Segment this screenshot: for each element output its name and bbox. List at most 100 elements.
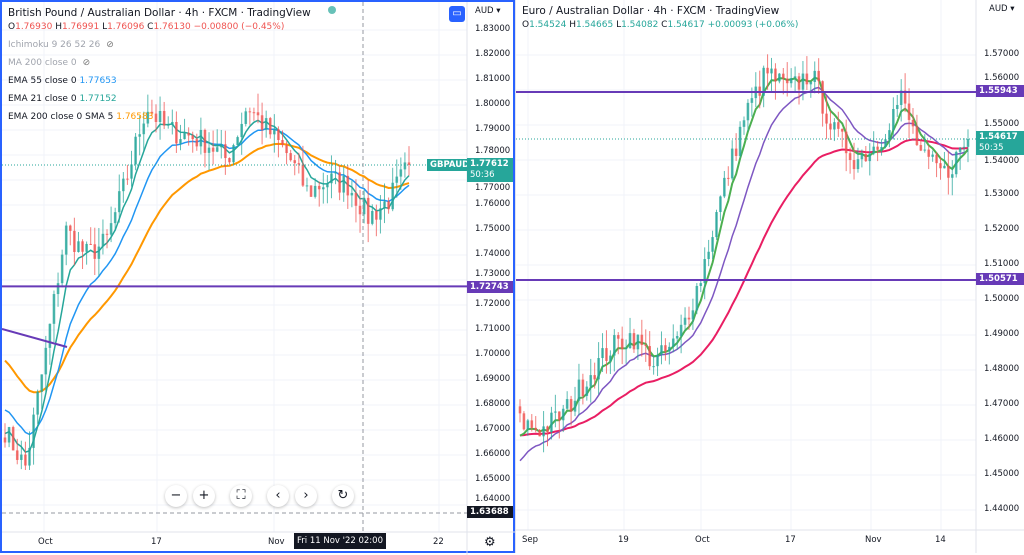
- chart-title: British Pound / Australian Dollar · 4h ·…: [8, 7, 311, 19]
- candle-up: [232, 145, 235, 163]
- price-tick-label: 1.80000: [475, 99, 511, 109]
- candle-down: [224, 144, 227, 159]
- crosshair-time-tag: Fri 11 Nov '22 02:00: [294, 533, 386, 549]
- high-value: 1.76991: [61, 22, 100, 32]
- time-tick-label: 17: [151, 537, 162, 547]
- time-tick-label: Nov: [268, 537, 285, 547]
- change-value: −0.00800 (−0.45%): [193, 22, 285, 32]
- candle-up: [77, 241, 80, 253]
- candle-up: [746, 102, 750, 121]
- time-tick-label: Sep: [522, 535, 539, 545]
- indicator-label: MA 200 close 0: [8, 58, 77, 68]
- price-tick-label: 1.75000: [475, 224, 511, 234]
- candle-up: [342, 175, 346, 193]
- fullscreen-button[interactable]: ⛶: [230, 485, 252, 507]
- candle-up: [326, 183, 329, 188]
- candle-up: [703, 259, 707, 284]
- candle-up: [362, 197, 366, 215]
- candle-up: [742, 120, 746, 127]
- zoom-out-button[interactable]: −: [165, 485, 187, 507]
- indicator-label: EMA 55 close 0: [8, 76, 77, 86]
- candle-up: [628, 333, 632, 349]
- indicator-ema21[interactable]: EMA 21 close 0 1.77152: [8, 94, 311, 104]
- candle-down: [907, 103, 911, 120]
- candle-down: [538, 429, 541, 437]
- candle-down: [297, 163, 301, 165]
- eye-hidden-icon[interactable]: ⊘: [106, 40, 114, 50]
- layout-sync-icon[interactable]: ▭: [449, 6, 465, 22]
- candle-up: [44, 347, 48, 375]
- candle-up: [691, 310, 695, 320]
- gbpaud-chart-canvas[interactable]: [2, 2, 515, 555]
- candle-down: [358, 205, 362, 215]
- indicator-label: Ichimoku 9 26 52 26: [8, 40, 101, 50]
- candle-up: [750, 98, 754, 103]
- candle-up: [64, 225, 68, 255]
- indicator-ichimoku[interactable]: Ichimoku 9 26 52 26 ⊘: [8, 40, 311, 50]
- low-value: 1.54082: [621, 20, 659, 30]
- candle-up: [950, 174, 954, 178]
- hline-price-tag: 1.72743: [467, 281, 513, 293]
- candle-down: [915, 126, 919, 146]
- candle-down: [593, 375, 596, 380]
- ema21-line: [4, 119, 410, 453]
- reset-chart-button[interactable]: ↻: [332, 485, 354, 507]
- low-value: 1.76096: [107, 22, 145, 32]
- price-tick-label: 1.46000: [984, 434, 1020, 444]
- scroll-right-button[interactable]: ›: [295, 485, 317, 507]
- candle-down: [256, 112, 260, 116]
- candle-down: [228, 158, 231, 163]
- candle-up: [762, 67, 765, 96]
- candle-up: [142, 123, 146, 135]
- candle-up: [813, 70, 817, 82]
- candle-up: [856, 159, 860, 170]
- candle-down: [354, 192, 358, 206]
- candle-up: [379, 208, 382, 220]
- candle-down: [203, 130, 207, 153]
- candle-down: [734, 148, 738, 156]
- zoom-in-button[interactable]: +: [193, 485, 215, 507]
- candle-down: [805, 73, 809, 85]
- candle-up: [892, 108, 895, 131]
- open-label: O: [522, 20, 530, 30]
- candle-up: [207, 147, 211, 153]
- price-tick-label: 1.79000: [475, 124, 511, 134]
- candle-up: [597, 358, 600, 380]
- indicator-ema200[interactable]: EMA 200 close 0 SMA 5 1.76583: [8, 112, 311, 122]
- candle-down: [557, 411, 561, 421]
- candle-up: [113, 212, 117, 224]
- euraud-chart-panel[interactable]: Euro / Australian Dollar · 4h · FXCM · T…: [515, 0, 1024, 553]
- indicator-value: 1.77653: [79, 76, 117, 86]
- candle-down: [935, 154, 938, 164]
- gbpaud-chart-panel[interactable]: British Pound / Australian Dollar · 4h ·…: [0, 0, 515, 555]
- currency-selector[interactable]: AUD ▾: [989, 4, 1015, 14]
- candle-down: [522, 413, 526, 430]
- candle-down: [640, 334, 644, 346]
- high-label: H: [55, 22, 62, 32]
- candle-down: [620, 338, 624, 350]
- candle-up: [330, 173, 333, 184]
- candle-down: [15, 450, 19, 460]
- candle-down: [821, 81, 824, 114]
- candle-down: [73, 230, 76, 253]
- candle-down: [366, 197, 370, 224]
- open-label: O: [8, 22, 16, 32]
- candle-up: [526, 420, 530, 430]
- price-tick-label: 1.52000: [984, 224, 1020, 234]
- currency-selector[interactable]: AUD ▾: [475, 6, 501, 16]
- candle-down: [289, 153, 292, 161]
- close-label: C: [661, 20, 668, 30]
- eye-hidden-icon[interactable]: ⊘: [82, 58, 91, 68]
- close-value: 1.76130: [153, 22, 191, 32]
- candle-up: [715, 212, 718, 238]
- settings-gear-icon[interactable]: ⚙: [484, 535, 496, 550]
- euraud-chart-canvas[interactable]: [516, 0, 1024, 553]
- indicator-ema55[interactable]: EMA 55 close 0 1.77653: [8, 76, 311, 86]
- scroll-left-button[interactable]: ‹: [267, 485, 289, 507]
- candle-up: [240, 123, 243, 138]
- indicator-ma200[interactable]: MA 200 close 0 ⊘: [8, 58, 311, 68]
- hline-top-price-tag: 1.55943: [976, 85, 1024, 97]
- price-tick-label: 1.82000: [475, 49, 511, 59]
- candle-up: [322, 187, 325, 190]
- candle-up: [20, 454, 23, 460]
